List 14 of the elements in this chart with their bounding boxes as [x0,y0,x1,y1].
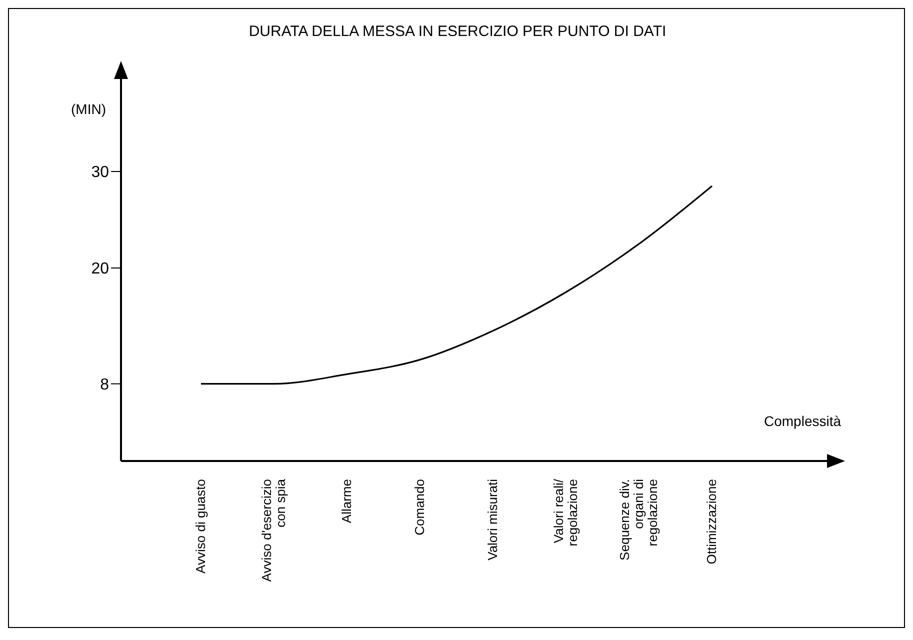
x-axis-title: Complessità [764,413,842,429]
y-tick-label: 20 [91,260,110,278]
y-tick-label: 8 [100,376,110,394]
chart-title: DURATA DELLA MESSA IN ESERCIZIO PER PUNTO DI DATI [248,23,668,40]
x-tick-label: Ottimizzazione [704,479,719,564]
x-tick-label: Valori misurati [485,478,500,560]
x-tick-label: Allarme [339,479,354,524]
x-tick-label: Valori reali/ regolazione [551,478,580,546]
y-tick-label: 30 [91,164,110,182]
x-tick-label: Avviso d'esercizio con spia [259,478,288,582]
y-axis-title: (MIN) [71,101,106,117]
line-series [200,185,713,385]
x-tick-label: Comando [412,479,427,536]
x-tick-label: Avviso di guasto [193,479,208,574]
